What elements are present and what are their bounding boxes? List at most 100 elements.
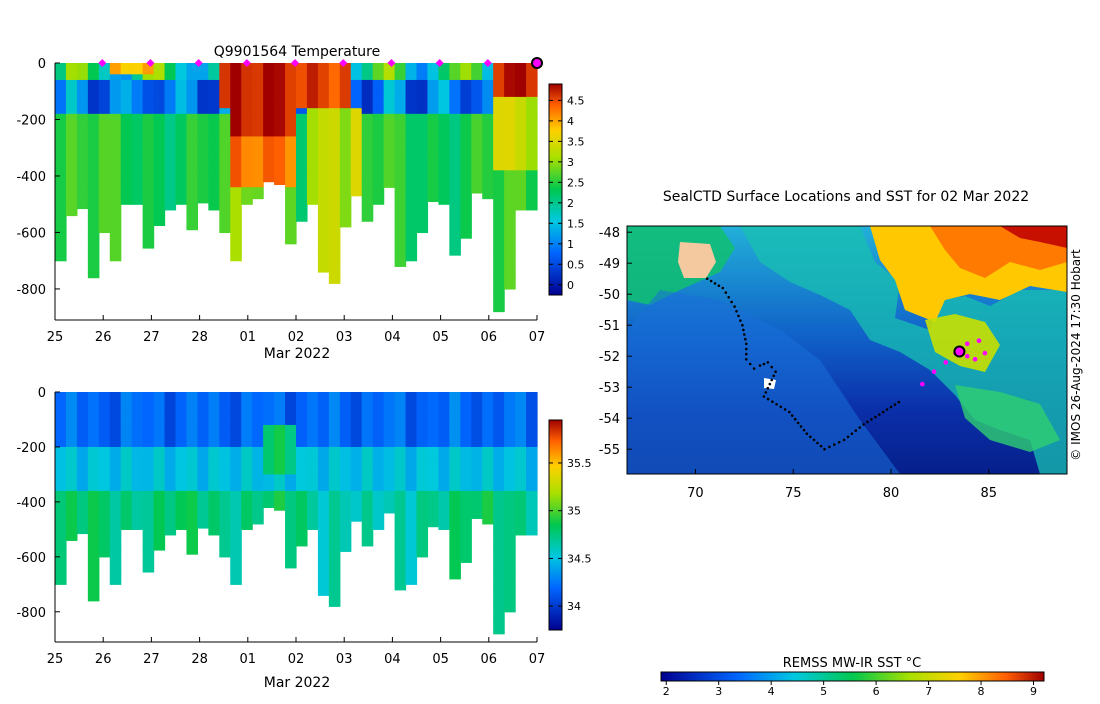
salinity-cell	[394, 507, 407, 514]
salinity-cell	[372, 419, 385, 426]
temperature-cell	[76, 153, 89, 160]
temperature-cell	[504, 68, 516, 75]
salinity-cell	[241, 507, 253, 514]
salinity-cell	[175, 430, 188, 437]
temperature-cell	[131, 198, 144, 205]
temperature-cell	[219, 85, 231, 92]
temperature-cell	[175, 85, 188, 92]
salinity-cell	[131, 518, 144, 525]
salinity-cell	[438, 397, 450, 404]
temperature-cell	[241, 113, 253, 121]
salinity-cell	[65, 501, 78, 508]
salinity-cell	[98, 430, 111, 437]
temperature-cell	[109, 63, 122, 70]
temperature-cell	[328, 249, 341, 256]
temperature-cell	[186, 204, 198, 211]
salinity-cell	[76, 413, 89, 421]
salinity-cell	[460, 419, 472, 426]
salinity-cell	[274, 408, 286, 415]
temperature-cell	[372, 136, 385, 143]
salinity-cell	[219, 408, 231, 415]
temperature-cell	[76, 102, 89, 109]
salinity-cell	[153, 413, 166, 421]
temperature-cell	[65, 142, 78, 149]
salinity-cell	[98, 452, 111, 459]
temperature-cell	[493, 102, 505, 109]
temperature-cell	[131, 170, 144, 177]
salinity-cell	[296, 490, 308, 497]
salinity-cell	[55, 578, 67, 585]
temperature-cell	[87, 74, 100, 81]
temperature-cell	[296, 215, 308, 222]
salinity-cell	[449, 468, 461, 476]
salinity-cell	[449, 457, 461, 465]
temperature-cell	[230, 108, 242, 115]
salinity-cell	[328, 501, 341, 508]
temperature-cell	[131, 108, 144, 115]
salinity-cell	[394, 551, 407, 558]
salinity-cell	[350, 463, 363, 470]
temperature-cell	[55, 255, 67, 262]
salinity-cell	[175, 523, 188, 530]
temperature-cell	[504, 175, 516, 183]
salinity-cell	[153, 468, 166, 476]
salinity-cell	[339, 413, 352, 421]
temperature-cell	[372, 159, 385, 166]
temperature-cell	[493, 91, 505, 98]
map-x-tick-label: 70	[687, 486, 704, 501]
salinity-cell	[515, 446, 527, 454]
temperature-cell	[186, 159, 198, 166]
temperature-cell	[65, 159, 78, 166]
salinity-x-tick-label: 28	[191, 652, 208, 667]
temperature-cell	[197, 63, 209, 70]
salinity-cell	[350, 413, 363, 421]
temperature-cell	[405, 164, 418, 171]
salinity-cell	[175, 507, 188, 514]
temperature-cell	[153, 192, 166, 200]
temperature-cell	[55, 85, 67, 92]
temperature-cell	[230, 198, 242, 205]
temperature-cell	[493, 187, 505, 194]
salinity-cell	[328, 485, 341, 492]
salinity-colorbar-label: 35.5	[567, 457, 592, 470]
temperature-cell	[208, 74, 220, 81]
temperature-cell	[361, 192, 374, 200]
temperature-cell	[350, 63, 363, 70]
salinity-cell	[306, 518, 319, 525]
temperature-cell	[460, 175, 472, 183]
temperature-cell	[339, 175, 352, 183]
salinity-cell	[438, 501, 450, 508]
temperature-cell	[438, 164, 450, 171]
salinity-cell	[449, 573, 461, 580]
salinity-cell	[394, 529, 407, 536]
salinity-cell	[482, 457, 494, 465]
salinity-cell	[317, 435, 330, 443]
temperature-cell	[427, 181, 439, 188]
temperature-cell	[186, 175, 198, 183]
temperature-cell	[482, 147, 494, 154]
salinity-cell	[252, 518, 264, 525]
salinity-cell	[296, 485, 308, 492]
salinity-cell	[197, 408, 209, 415]
temperature-cell	[394, 63, 407, 70]
temperature-cell	[317, 68, 330, 75]
temperature-cell	[383, 130, 396, 138]
temperature-cell	[98, 175, 111, 183]
salinity-cell	[109, 518, 122, 525]
temperature-cell	[328, 198, 341, 205]
temperature-cell	[120, 181, 133, 188]
salinity-cell	[515, 457, 527, 465]
temperature-cell	[460, 79, 472, 87]
salinity-cell	[339, 529, 352, 536]
temperature-cell	[65, 175, 78, 183]
temperature-cell	[285, 238, 297, 245]
salinity-cell	[263, 452, 275, 459]
temperature-cell	[175, 147, 188, 154]
track-point	[709, 279, 713, 283]
track-point	[770, 365, 773, 369]
salinity-cell	[296, 397, 308, 404]
salinity-cell	[164, 468, 177, 476]
temperature-cell	[164, 181, 177, 188]
temperature-cell	[372, 130, 385, 138]
salinity-cell	[339, 468, 352, 476]
